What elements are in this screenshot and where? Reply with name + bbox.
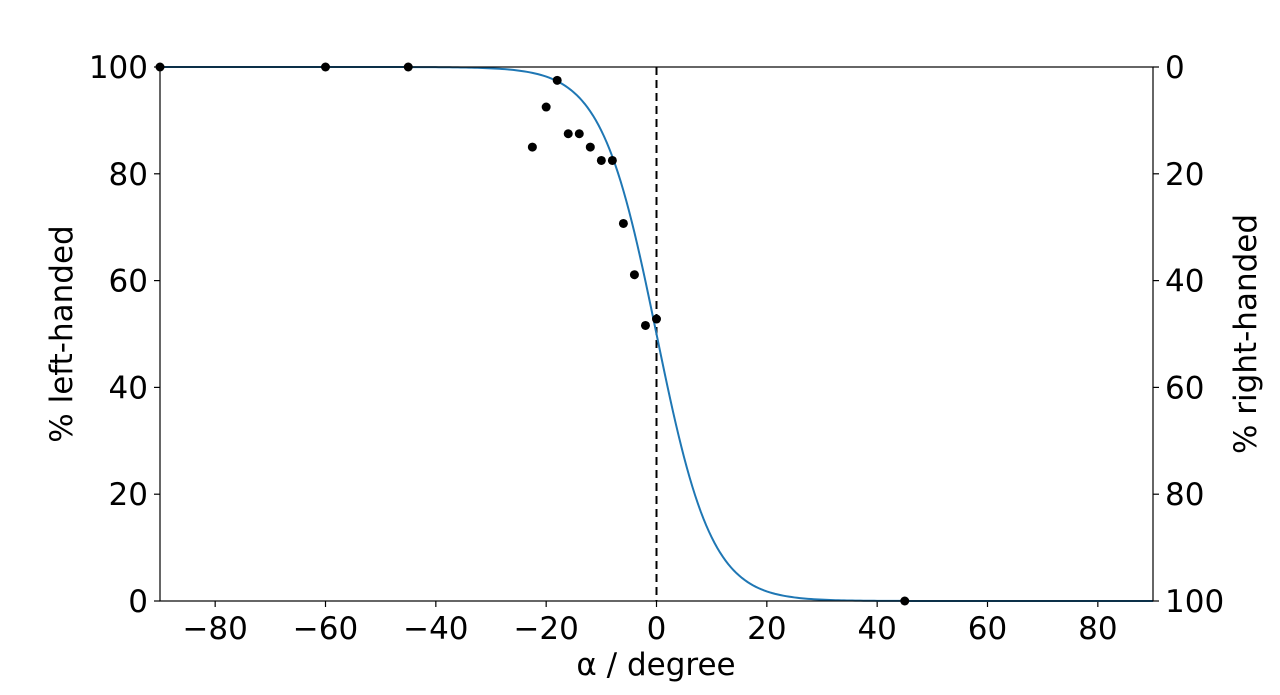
- data-point: [541, 102, 551, 112]
- y2-axis-ticks: 0 20 40 60 80 100: [1153, 50, 1224, 620]
- data-point: [552, 75, 562, 85]
- data-point: [563, 129, 573, 139]
- y2-tick-label: 80: [1165, 477, 1204, 513]
- y-axis-ticks: 0 20 40 60 80 100: [89, 50, 160, 620]
- y2-tick-label: 0: [1165, 50, 1185, 86]
- x-tick-label: 0: [647, 611, 667, 647]
- x-tick-label: 80: [1078, 611, 1117, 647]
- data-point: [527, 142, 537, 152]
- y2-tick-label: 100: [1165, 584, 1224, 620]
- data-point: [607, 155, 617, 165]
- x-tick-label: 20: [747, 611, 786, 647]
- y2-tick-label: 60: [1165, 370, 1204, 406]
- y2-axis-label: % right-handed: [1228, 214, 1264, 454]
- data-point: [585, 142, 595, 152]
- data-points: [155, 62, 910, 606]
- y-tick-label: 60: [109, 264, 148, 300]
- plot-frame: [159, 66, 1154, 602]
- x-tick-label: −80: [182, 611, 247, 647]
- y-tick-label: 40: [109, 370, 148, 406]
- x-axis-label: α / degree: [576, 647, 735, 683]
- x-tick-label: −40: [403, 611, 468, 647]
- data-point: [640, 320, 650, 330]
- x-tick-label: −20: [513, 611, 578, 647]
- x-tick-label: 60: [968, 611, 1007, 647]
- y-tick-label: 20: [109, 477, 148, 513]
- y2-tick-label: 20: [1165, 157, 1204, 193]
- x-axis-ticks: −80 −60 −40 −20 0 20 40 60 80: [182, 601, 1118, 647]
- data-point: [574, 129, 584, 139]
- y-tick-label: 0: [128, 584, 148, 620]
- data-point: [652, 314, 661, 324]
- y-axis-label: % left-handed: [44, 225, 80, 442]
- data-point: [596, 155, 606, 165]
- data-point: [618, 218, 628, 228]
- y-tick-label: 100: [89, 50, 148, 86]
- data-point: [629, 270, 639, 280]
- x-tick-label: −60: [293, 611, 358, 647]
- y-tick-label: 80: [109, 157, 148, 193]
- y2-tick-label: 40: [1165, 264, 1204, 300]
- x-tick-label: 40: [857, 611, 896, 647]
